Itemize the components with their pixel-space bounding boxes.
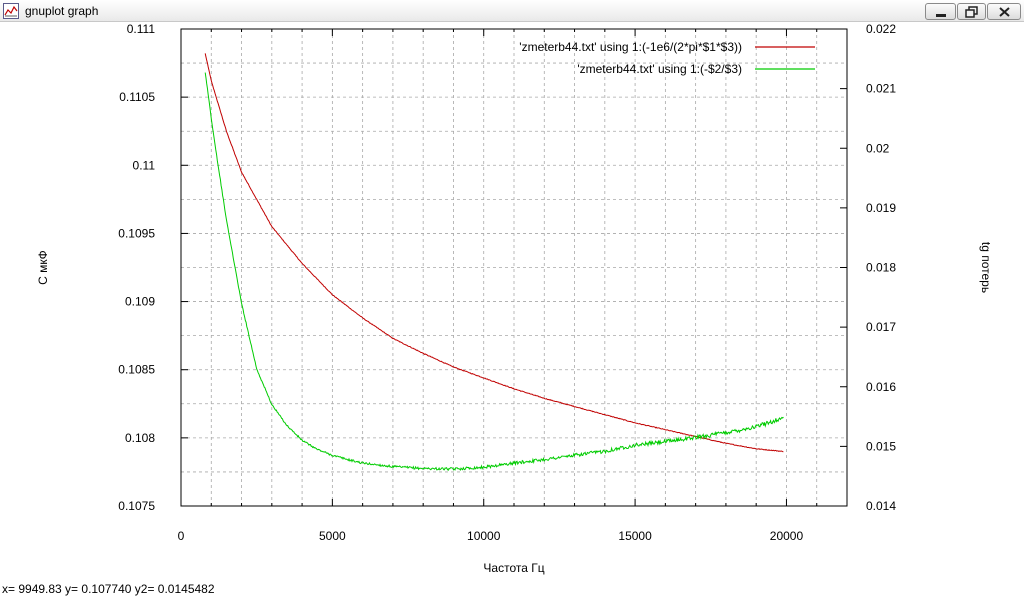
y2-axis-label: tg потерь — [979, 242, 993, 293]
y-tick-label: 0.109 — [125, 295, 155, 309]
gnuplot-graph-icon — [3, 3, 19, 19]
close-button[interactable] — [987, 3, 1021, 20]
close-icon — [999, 7, 1010, 17]
minimize-button[interactable] — [925, 3, 956, 20]
series-line-2 — [204, 72, 784, 472]
y-tick-label: 0.108 — [125, 431, 155, 445]
legend: 'zmeterb44.txt' using 1:(-1e6/(2*pi*$1*$… — [519, 40, 815, 76]
x-axis-label: Частота Гц — [483, 561, 544, 575]
x-tick-label: 15000 — [618, 529, 652, 543]
y2-tick-label: 0.015 — [866, 439, 896, 453]
restore-button[interactable] — [957, 3, 986, 20]
y-tick-label: 0.1105 — [119, 90, 155, 104]
y2-tick-label: 0.016 — [866, 380, 896, 394]
window-titlebar: gnuplot graph — [0, 0, 1024, 22]
y2-tick-label: 0.018 — [866, 261, 896, 275]
series-line-1 — [204, 53, 784, 453]
y2-tick-label: 0.017 — [866, 320, 896, 334]
y-tick-label: 0.111 — [127, 22, 156, 36]
grid — [181, 29, 847, 506]
axis-ticks — [180, 28, 847, 507]
legend-label-1: 'zmeterb44.txt' using 1:(-1e6/(2*pi*$1*$… — [519, 40, 742, 54]
y-tick-label: 0.11 — [133, 158, 156, 172]
x-tick-label: 0 — [178, 529, 185, 543]
y-tick-label: 0.1075 — [118, 499, 155, 513]
y2-tick-label: 0.014 — [866, 499, 896, 513]
x-tick-label: 5000 — [319, 529, 346, 543]
status-readout: x= 9949.83 y= 0.107740 y2= 0.0145482 — [2, 582, 215, 596]
y-axis-label: С мкФ — [36, 250, 50, 285]
y2-tick-label: 0.021 — [866, 82, 896, 96]
x-tick-label: 10000 — [467, 529, 501, 543]
y2-tick-label: 0.02 — [866, 141, 890, 155]
y-tick-label: 0.1085 — [118, 363, 155, 377]
y-tick-label: 0.1095 — [118, 226, 155, 240]
plot-area[interactable]: 0 5000 10000 15000 20000 0.1075 0.108 0.1085 0.1… — [0, 0, 1024, 580]
y2-tick-label: 0.019 — [866, 201, 896, 215]
series — [204, 53, 784, 472]
maximize-icon — [965, 6, 978, 18]
legend-label-2: 'zmeterb44.txt' using 1:(-$2/$3) — [577, 62, 742, 76]
y2-tick-label: 0.022 — [866, 22, 896, 36]
tick-labels: 0 5000 10000 15000 20000 0.1075 0.108 0.1085 0.1… — [118, 22, 896, 543]
x-tick-label: 20000 — [770, 529, 804, 543]
minimize-icon — [936, 14, 946, 17]
window-title: gnuplot graph — [25, 4, 99, 18]
